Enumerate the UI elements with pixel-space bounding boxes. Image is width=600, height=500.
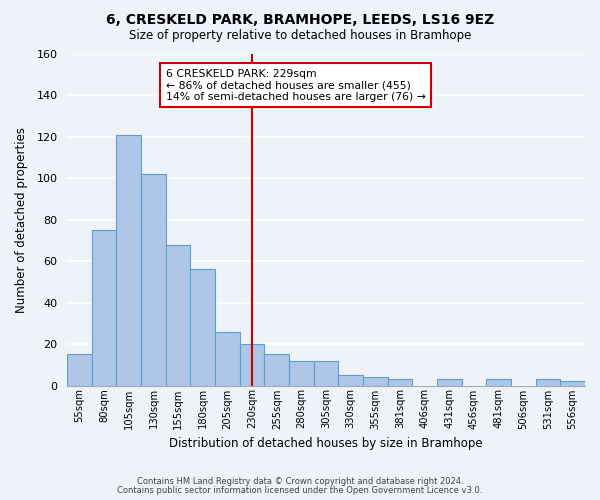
Bar	[166, 244, 190, 386]
Bar	[190, 270, 215, 386]
Bar	[289, 360, 314, 386]
Bar	[265, 354, 289, 386]
X-axis label: Distribution of detached houses by size in Bramhope: Distribution of detached houses by size …	[169, 437, 483, 450]
Bar	[487, 380, 511, 386]
Bar	[536, 380, 560, 386]
Text: Contains HM Land Registry data © Crown copyright and database right 2024.: Contains HM Land Registry data © Crown c…	[137, 477, 463, 486]
Bar	[560, 382, 585, 386]
Bar	[338, 375, 363, 386]
Text: Contains public sector information licensed under the Open Government Licence v3: Contains public sector information licen…	[118, 486, 482, 495]
Text: 6 CRESKELD PARK: 229sqm
← 86% of detached houses are smaller (455)
14% of semi-d: 6 CRESKELD PARK: 229sqm ← 86% of detache…	[166, 68, 425, 102]
Bar	[92, 230, 116, 386]
Text: Size of property relative to detached houses in Bramhope: Size of property relative to detached ho…	[129, 29, 471, 42]
Bar	[240, 344, 265, 386]
Text: 6, CRESKELD PARK, BRAMHOPE, LEEDS, LS16 9EZ: 6, CRESKELD PARK, BRAMHOPE, LEEDS, LS16 …	[106, 12, 494, 26]
Bar	[363, 377, 388, 386]
Bar	[116, 135, 141, 386]
Bar	[141, 174, 166, 386]
Bar	[437, 380, 462, 386]
Bar	[67, 354, 92, 386]
Bar	[388, 380, 412, 386]
Y-axis label: Number of detached properties: Number of detached properties	[15, 127, 28, 313]
Bar	[215, 332, 240, 386]
Bar	[314, 360, 338, 386]
